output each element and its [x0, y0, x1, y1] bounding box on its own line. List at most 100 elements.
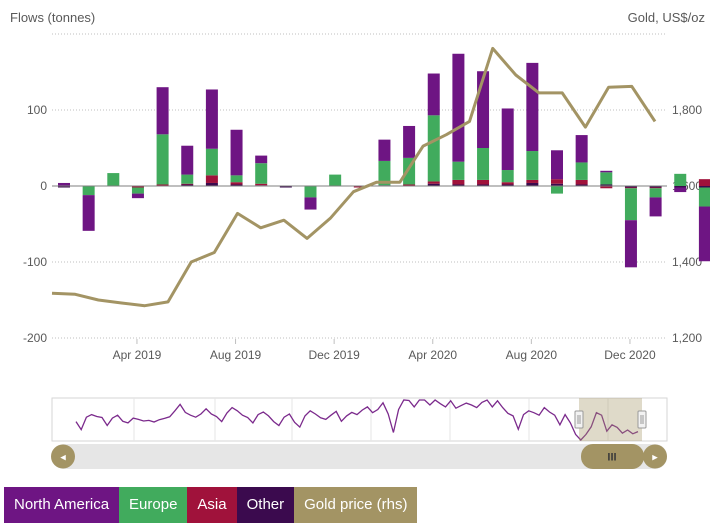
bar-segment-north-america: [131, 193, 144, 199]
left-axis-tick-label: 0: [40, 179, 47, 193]
bar-segment-other: [624, 186, 637, 188]
bar-segment-north-america: [551, 150, 563, 180]
bar-segment-asia: [255, 183, 268, 186]
bar-segment-asia: [477, 179, 490, 185]
navigator-frame: [51, 397, 668, 442]
scrollbar-thumb[interactable]: III: [581, 444, 644, 469]
bar-segment-other: [427, 183, 440, 186]
bar-segment-other: [58, 186, 70, 188]
bar-segment-asia: [403, 184, 416, 186]
bar-segment-asia: [698, 179, 710, 186]
gold-price-line: [51, 46, 657, 308]
bar-segment-europe: [600, 172, 613, 185]
legend-item-europe[interactable]: Europe: [119, 487, 188, 523]
bar-segment-asia: [551, 179, 563, 184]
bar-segment-other: [600, 184, 613, 186]
x-axis-tick-label: Aug 2020: [506, 348, 558, 362]
navigator-right-handle[interactable]: [637, 410, 647, 429]
bar-segment-europe: [378, 160, 391, 186]
x-axis-tick-label: Apr 2019: [113, 348, 162, 362]
bar-segment-europe: [304, 186, 317, 198]
bar-segment-other: [649, 186, 662, 188]
bar-segment-north-america: [674, 187, 687, 193]
left-axis-tick-label: 100: [27, 103, 47, 117]
bar-segment-north-america: [58, 182, 70, 186]
bar-segment-north-america: [304, 197, 317, 210]
x-axis-tick-label: Aug 2019: [210, 348, 262, 362]
bar-segment-europe: [205, 148, 218, 176]
scrollbar-track[interactable]: [52, 444, 667, 469]
bar-segment-asia: [600, 186, 613, 189]
bar-segment-other: [181, 184, 194, 186]
left-axis-tick-label: -100: [23, 255, 47, 269]
bar-segment-other: [452, 184, 465, 186]
navigator-grid: [133, 398, 609, 441]
grip-icon: III: [607, 452, 616, 464]
bar-segment-asia: [526, 179, 539, 183]
legend-item-gold-price[interactable]: Gold price (rhs): [294, 487, 418, 523]
bar-segment-north-america: [156, 87, 169, 135]
bar-segment-asia: [205, 175, 218, 183]
scrollbar[interactable]: ◂ III ▸: [51, 444, 667, 469]
bar-segment-north-america: [230, 129, 243, 176]
bar-segment-europe: [575, 162, 588, 180]
navigator[interactable]: [51, 397, 668, 442]
bar-segment-asia: [501, 182, 514, 185]
right-axis-title: Gold, US$/oz: [628, 10, 705, 25]
x-axis-ticks: Apr 2019 Aug 2019 Dec 2019 Apr 2020 Aug 2020…: [113, 339, 656, 362]
navigator-left-handle[interactable]: [574, 410, 584, 429]
bar-segment-north-america: [255, 155, 268, 164]
bar-segment-asia: [427, 181, 440, 184]
right-axis-tick-label: 1,800: [672, 103, 702, 117]
bar-segment-other: [674, 186, 687, 188]
bar-segment-north-america: [575, 135, 588, 163]
legend-item-north-america[interactable]: North America: [4, 487, 120, 523]
bar-segment-europe: [698, 187, 710, 207]
bar-segment-europe: [156, 134, 169, 185]
bar-segment-europe: [107, 173, 120, 186]
bar-segment-europe: [674, 173, 687, 186]
bar-segment-north-america: [600, 170, 613, 173]
bar-segment-europe: [477, 148, 490, 180]
bar-segment-north-america: [427, 73, 440, 116]
bar-segment-asia: [156, 184, 169, 186]
bar-segment-north-america: [82, 195, 95, 231]
bar-segment-asia: [131, 186, 144, 188]
bar-segment-north-america: [403, 125, 416, 158]
bar-segment-europe: [131, 187, 144, 194]
bar-segment-north-america: [452, 53, 465, 162]
scrollbar-left-button[interactable]: ◂: [51, 444, 75, 469]
bar-segment-north-america: [501, 108, 514, 171]
legend-item-asia[interactable]: Asia: [187, 487, 237, 523]
navigator-series-line: [75, 399, 639, 441]
bar-segment-asia: [452, 179, 465, 185]
bar-segment-other: [205, 182, 218, 186]
navigator-selected-range[interactable]: [579, 398, 642, 441]
scrollbar-right-button[interactable]: ▸: [643, 444, 667, 469]
bar-segment-asia: [181, 183, 194, 185]
bar-segment-asia: [575, 179, 588, 185]
bar-segment-europe: [230, 175, 243, 183]
bar-segment-other: [551, 183, 563, 186]
bar-segment-north-america: [649, 197, 662, 217]
bar-segment-other: [501, 184, 514, 186]
left-axis-tick-label: -200: [23, 331, 47, 345]
bar-segment-europe: [255, 163, 268, 184]
bar-segment-asia: [624, 187, 637, 189]
bar-segment-north-america: [698, 206, 710, 262]
bar-segment-north-america: [205, 89, 218, 149]
x-axis-tick-label: Dec 2020: [604, 348, 656, 362]
gold-price-line-group: [51, 46, 657, 308]
bar-segment-europe: [551, 186, 563, 194]
right-axis-tick-label: 1,200: [672, 331, 702, 345]
bar-segment-asia: [230, 182, 243, 185]
bar-segment-other: [526, 182, 539, 186]
bar-segment-europe: [649, 188, 662, 198]
legend-item-other[interactable]: Other: [236, 487, 295, 523]
bar-segment-europe: [82, 186, 95, 196]
bar-segment-north-america: [181, 145, 194, 175]
bar-segment-north-america: [624, 220, 637, 268]
x-axis-tick-label: Dec 2019: [308, 348, 360, 362]
bar-segment-europe: [452, 161, 465, 180]
stacked-bars: [58, 53, 710, 268]
